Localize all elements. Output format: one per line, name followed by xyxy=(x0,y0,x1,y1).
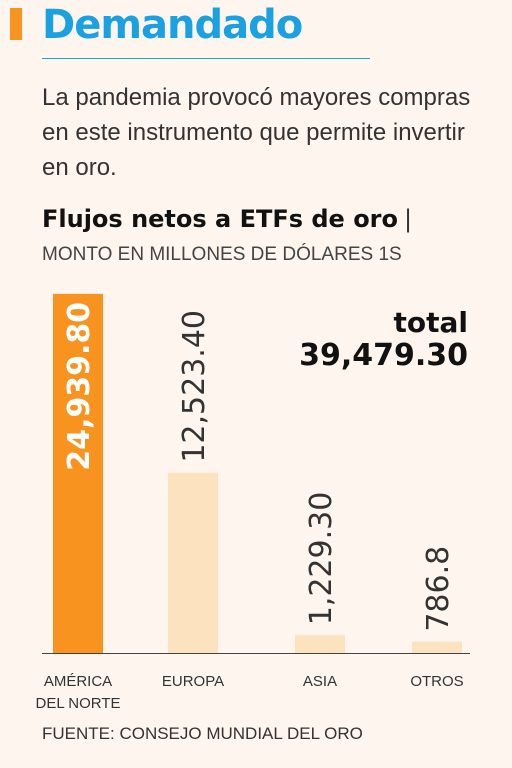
bar-3 xyxy=(412,641,462,653)
page-subtitle: La pandemia provocó mayores compras en e… xyxy=(42,84,471,181)
bar-2 xyxy=(295,635,345,653)
title-divider xyxy=(42,58,370,59)
chart-title-separator: | xyxy=(404,205,413,233)
bar-1 xyxy=(168,472,218,653)
bar-value-label-0: 24,939.80 xyxy=(62,302,97,471)
bar-value-label-3: 786.8 xyxy=(421,546,456,632)
bar-value-label-2: 1,229.30 xyxy=(304,492,339,626)
total-value: 39,479.30 xyxy=(299,338,468,373)
bar-value-label-1: 12,523.40 xyxy=(177,310,212,463)
category-label-0: AMÉRICA DEL NORTE xyxy=(35,673,120,712)
chart-subtitle: MONTO EN MILLONES DE DÓLARES 1S xyxy=(42,244,402,265)
source-note: FUENTE: CONSEJO MUNDIAL DEL ORO xyxy=(42,724,363,743)
accent-bar xyxy=(10,8,22,40)
category-label-3: OTROS xyxy=(410,673,463,690)
category-label-2: ASIA xyxy=(303,673,337,690)
page-title: Demandado xyxy=(42,2,303,48)
category-label-1: EUROPA xyxy=(162,673,224,690)
total-label: total xyxy=(393,306,469,339)
bar-0 xyxy=(53,293,103,653)
chart-title-line: Flujos netos a ETFs de oro | xyxy=(42,205,412,233)
chart-title: Flujos netos a ETFs de oro xyxy=(42,205,399,233)
